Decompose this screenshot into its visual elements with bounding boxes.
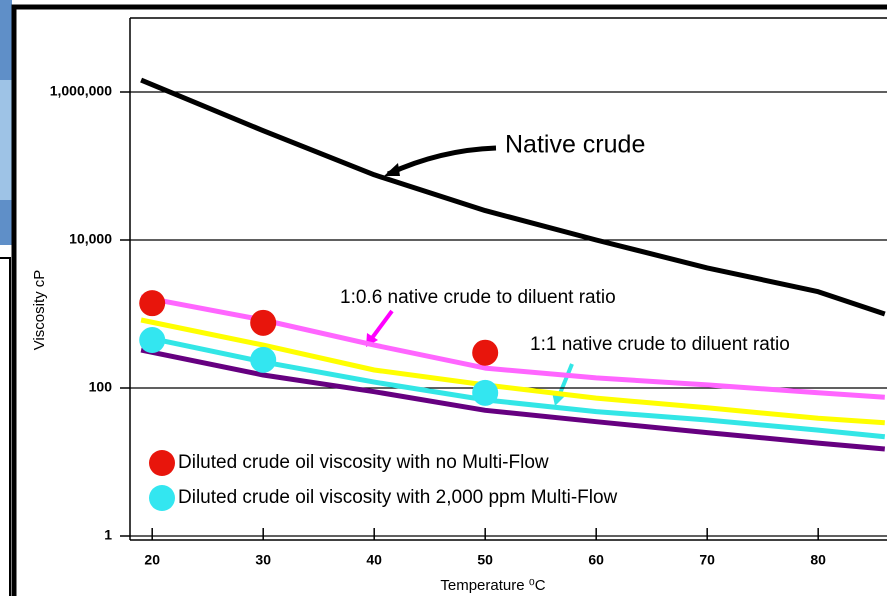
series-line (140, 347, 886, 452)
annotation: 1:0.6 native crude to diluent ratio (340, 287, 616, 308)
annotation: Native crude (505, 131, 645, 159)
series-line (140, 333, 886, 440)
y-tick-label: 100 (89, 379, 113, 395)
x-tick-label: 60 (588, 552, 604, 568)
x-tick-label: 30 (255, 552, 271, 568)
y-tick-label: 10,000 (69, 231, 112, 247)
y-tick-label: 1 (104, 527, 112, 543)
annotation-arrow (370, 309, 394, 340)
data-point (250, 346, 277, 373)
data-point (139, 327, 166, 354)
x-tick-label: 80 (810, 552, 826, 568)
x-tick-label: 20 (144, 552, 160, 568)
side-panel (0, 257, 11, 596)
legend-label: Diluted crude oil viscosity with 2,000 p… (178, 487, 618, 508)
annotation-arrow (557, 363, 574, 397)
legend-marker (149, 450, 175, 476)
legend-marker (149, 485, 175, 511)
x-tick-label: 40 (366, 552, 382, 568)
x-axis-label: Temperature ⁰C (440, 577, 545, 594)
side-image (0, 80, 12, 200)
annotation-arrow (386, 145, 497, 177)
y-axis-label: Viscosity cP (31, 270, 48, 351)
x-tick-label: 50 (477, 552, 493, 568)
data-point (472, 379, 499, 406)
data-point (139, 290, 166, 317)
y-tick-label: 1,000,000 (50, 83, 112, 99)
series-line (140, 317, 885, 426)
legend-label: Diluted crude oil viscosity with no Mult… (178, 452, 549, 473)
data-point (472, 339, 499, 366)
x-tick-label: 70 (699, 552, 715, 568)
data-point (250, 309, 277, 336)
series-line (140, 294, 885, 400)
annotation: 1:1 native crude to diluent ratio (530, 334, 790, 355)
series-line (140, 77, 886, 317)
annotation-arrow (384, 163, 400, 176)
